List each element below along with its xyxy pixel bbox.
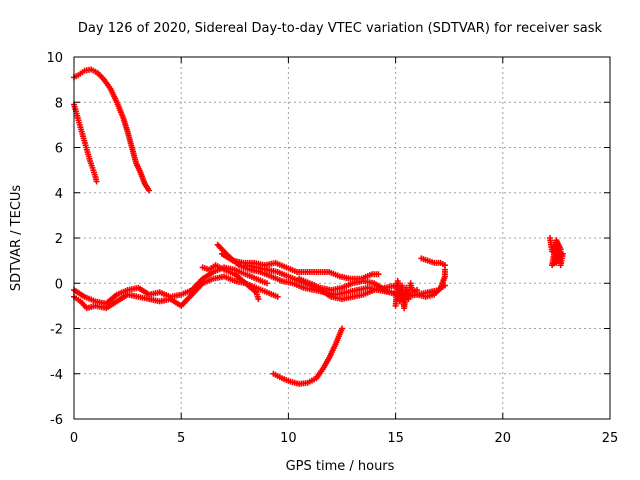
- series-steep-drop: [71, 101, 100, 185]
- data-point: [263, 280, 270, 287]
- y-tick-label: -6: [50, 413, 63, 428]
- y-tick-label: 8: [55, 96, 63, 111]
- x-tick-label: 0: [70, 431, 78, 446]
- data-point: [146, 187, 153, 194]
- y-tick-labels: -6 -4 -2 0 2 4 6 8 10: [46, 51, 63, 428]
- series-baseline-mid: [71, 264, 270, 307]
- data-point: [441, 262, 448, 269]
- y-tick-label: 6: [55, 142, 63, 157]
- data-point: [93, 178, 100, 185]
- data-point: [274, 293, 281, 300]
- series-spike-15: [392, 277, 421, 312]
- chart-title: Day 126 of 2020, Sidereal Day-to-day VTE…: [78, 21, 603, 36]
- x-tick-label: 15: [387, 431, 404, 446]
- x-tick-label: 20: [495, 431, 512, 446]
- y-tick-label: 4: [55, 187, 63, 202]
- tick-marks: [73, 56, 611, 420]
- y-tick-label: 10: [46, 51, 63, 66]
- x-axis-label: GPS time / hours: [286, 459, 395, 474]
- x-tick-label: 25: [602, 431, 619, 446]
- data-point: [557, 246, 564, 253]
- y-axis-label: SDTVAR / TECUs: [9, 185, 24, 292]
- x-tick-label: 10: [280, 431, 297, 446]
- series-right-cluster: [546, 235, 566, 269]
- y-tick-label: 2: [55, 232, 63, 247]
- data-markers: [71, 66, 566, 387]
- y-tick-label: -4: [50, 368, 63, 383]
- data-point: [375, 271, 382, 278]
- x-tick-labels: 0 5 10 15 20 25: [70, 431, 618, 446]
- data-point: [255, 296, 262, 303]
- y-tick-label: -2: [50, 323, 63, 338]
- series-mid-drop: [199, 262, 262, 303]
- series-ramp-b: [218, 250, 382, 282]
- series-tail-flat: [418, 255, 448, 269]
- data-point: [339, 325, 345, 332]
- x-tick-label: 5: [177, 431, 185, 446]
- grid-lines: [74, 57, 610, 419]
- series-dip-arc: [270, 325, 345, 387]
- series-tail-rise: [414, 266, 448, 300]
- series-upper-arc: [71, 66, 153, 194]
- y-tick-label: 0: [55, 277, 63, 292]
